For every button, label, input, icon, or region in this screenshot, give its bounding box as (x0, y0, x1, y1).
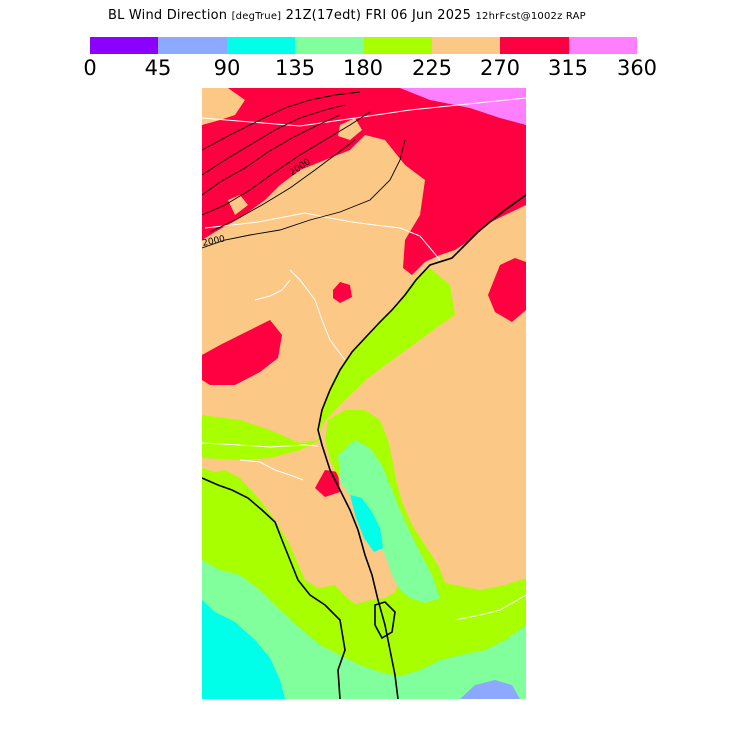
color-bin-3 (295, 37, 364, 54)
tick-label: 225 (411, 56, 453, 80)
region-cyan (202, 600, 285, 699)
wind-direction-map: 2000 2000 (202, 88, 526, 699)
region-green-south (202, 560, 526, 699)
tick-label: 270 (479, 56, 521, 80)
region-magenta (400, 88, 526, 125)
region-blue (460, 680, 520, 699)
region-red-patch-east (488, 258, 526, 322)
tick-label: 0 (83, 56, 97, 80)
contour-label: 2000 (202, 234, 226, 249)
region-green (338, 440, 440, 603)
region-red-patch-nc (333, 282, 352, 303)
tick-label: 360 (616, 56, 658, 80)
color-scale-bar (90, 37, 637, 54)
color-bin-2 (226, 37, 296, 54)
title-valid-time: 21Z(17edt) FRI 06 Jun 2025 (285, 8, 472, 23)
color-scale-ticks: 0 45 90 135 180 225 270 315 360 (83, 56, 657, 80)
title-units: [degTrue] (231, 11, 282, 22)
color-bin-1 (158, 37, 227, 54)
map-title: BL Wind Direction [degTrue] 21Z(17edt) F… (108, 8, 586, 23)
tick-label: 180 (342, 56, 384, 80)
region-tan-inset-2 (338, 118, 362, 140)
tick-label: 315 (547, 56, 589, 80)
tick-label: 45 (144, 56, 172, 80)
color-bin-7 (568, 37, 637, 54)
state-boundaries (202, 97, 526, 621)
color-bin-4 (363, 37, 432, 54)
coastline (202, 194, 526, 699)
title-forecast: 12hrFcst@1002z RAP (475, 11, 586, 22)
color-bin-6 (500, 37, 569, 54)
region-cyan-fl (350, 495, 383, 552)
region-red-north (202, 88, 526, 275)
region-lime (202, 268, 455, 460)
color-bin-5 (431, 37, 501, 54)
region-tan-inset-north (202, 88, 245, 125)
title-field: BL Wind Direction (108, 8, 228, 23)
region-red-patch-west (202, 320, 282, 385)
color-bin-0 (90, 37, 159, 54)
tick-label: 90 (213, 56, 241, 80)
terrain-contours (202, 91, 406, 249)
tick-label: 135 (274, 56, 316, 80)
